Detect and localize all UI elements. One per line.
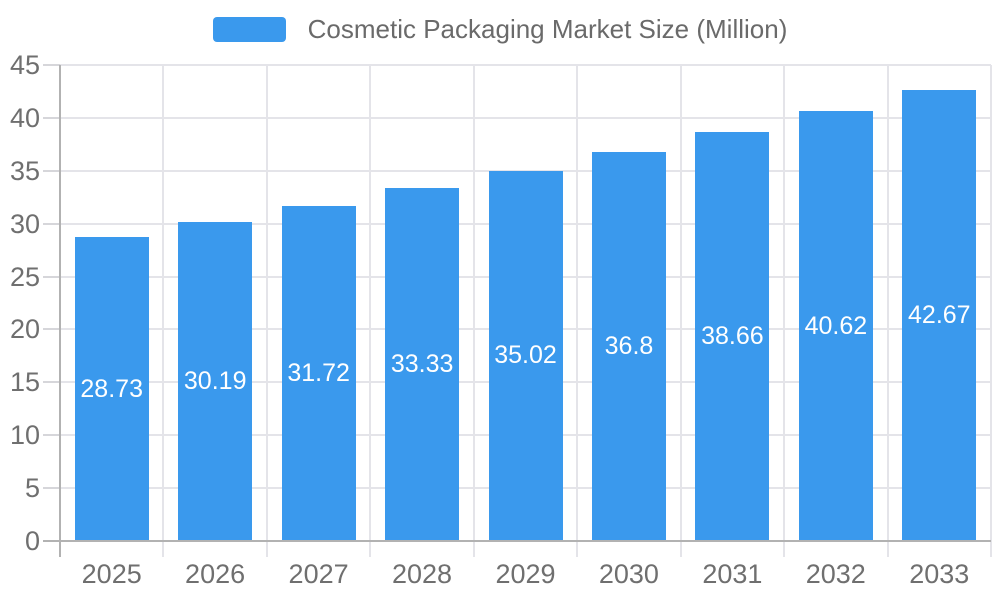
bar-value-label: 42.67 [908, 300, 971, 329]
v-gridline [679, 65, 682, 541]
x-axis-tick [679, 541, 682, 557]
y-axis-tick [43, 487, 60, 490]
y-axis-tick [43, 116, 60, 119]
v-gridline [576, 65, 579, 541]
y-axis-tick [43, 64, 60, 66]
bar-2027[interactable]: 31.72 [281, 205, 356, 541]
v-gridline [990, 65, 992, 541]
y-axis-tick [43, 275, 60, 278]
bar-2032[interactable]: 40.62 [798, 111, 873, 541]
bar-value-label: 40.62 [804, 311, 868, 340]
y-axis-tick [43, 381, 60, 384]
legend-swatch [212, 17, 286, 42]
bar-2025[interactable]: 28.73 [74, 237, 149, 541]
y-axis-tick [43, 328, 60, 331]
x-axis-tick [886, 541, 889, 557]
x-axis-tick [783, 541, 786, 557]
bar-value-label: 38.66 [701, 322, 764, 351]
y-axis-tick [43, 222, 60, 225]
v-gridline [783, 65, 786, 541]
bar-value-label: 28.73 [80, 374, 143, 403]
x-axis-tick [472, 541, 475, 557]
x-axis-tick [265, 541, 268, 557]
bar-2026[interactable]: 30.19 [178, 221, 253, 541]
h-gridline [60, 64, 991, 66]
y-axis-tick [43, 169, 60, 172]
bar-value-label: 35.02 [494, 341, 557, 370]
y-axis-line [59, 65, 61, 557]
x-axis-line [43, 540, 991, 542]
x-axis-tick [369, 541, 372, 557]
h-gridline [60, 116, 991, 119]
bar-2031[interactable]: 38.66 [695, 132, 770, 541]
bar-value-label: 30.19 [183, 366, 247, 395]
v-gridline [265, 65, 268, 541]
legend-label: Cosmetic Packaging Market Size (Million) [307, 14, 788, 44]
bar-2029[interactable]: 35.02 [488, 170, 563, 541]
legend-item[interactable]: Cosmetic Packaging Market Size (Million) [0, 14, 1000, 45]
bar-value-label: 36.8 [604, 331, 654, 360]
y-axis-tick [43, 434, 60, 437]
bar-value-label: 33.33 [390, 350, 454, 379]
x-axis-tick [576, 541, 579, 557]
v-gridline [369, 65, 372, 541]
x-axis-tick [162, 541, 165, 557]
bar-value-label: 31.72 [287, 358, 350, 387]
x-axis-tick [990, 541, 992, 557]
v-gridline [162, 65, 165, 541]
v-gridline [886, 65, 889, 541]
bar-2028[interactable]: 33.33 [385, 188, 460, 541]
bar-2033[interactable]: 42.67 [902, 89, 977, 541]
bar-2030[interactable]: 36.8 [592, 151, 666, 541]
v-gridline [472, 65, 475, 541]
